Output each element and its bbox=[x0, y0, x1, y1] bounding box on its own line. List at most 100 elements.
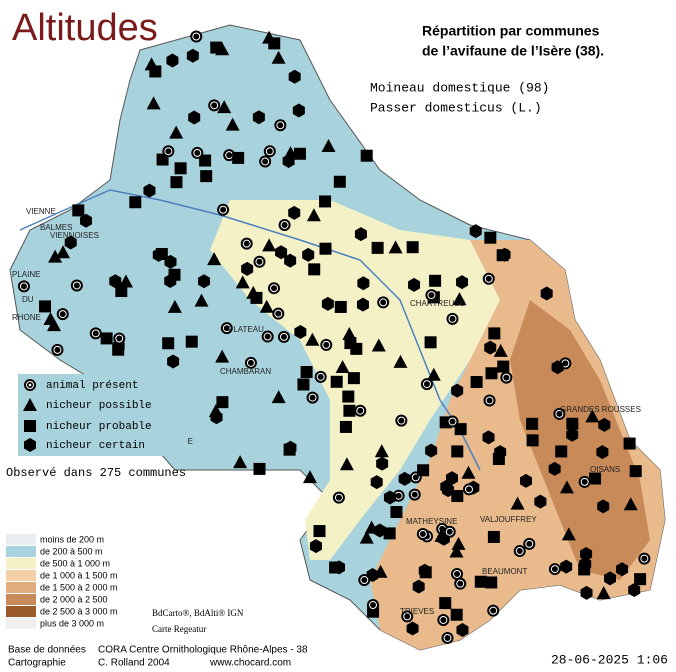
place-label: GRANDES ROUSSES bbox=[560, 405, 641, 414]
marker-possible bbox=[305, 332, 320, 346]
marker-present bbox=[270, 284, 279, 293]
marker-certain bbox=[357, 276, 370, 291]
altitude-swatch bbox=[6, 546, 36, 557]
marker-present bbox=[314, 370, 327, 383]
marker-certain bbox=[294, 324, 307, 339]
marker-present bbox=[308, 393, 317, 402]
marker-probable bbox=[333, 175, 346, 188]
marker-present bbox=[578, 475, 591, 488]
marker-possible bbox=[364, 520, 379, 534]
marker-present bbox=[208, 99, 221, 112]
marker-probable bbox=[216, 396, 229, 409]
marker-present bbox=[401, 610, 414, 623]
legend-label: animal présent bbox=[46, 380, 138, 392]
altitude-label: de 1 000 à 1 500 m bbox=[40, 570, 118, 580]
marker-certain bbox=[143, 183, 156, 198]
marker-present bbox=[263, 145, 276, 158]
marker-possible bbox=[235, 275, 250, 289]
marker-present bbox=[437, 613, 450, 626]
marker-certain bbox=[551, 360, 564, 375]
marker-probable bbox=[429, 274, 442, 287]
altitude-label: de 1 500 à 2 000 m bbox=[40, 582, 118, 592]
marker-present bbox=[484, 274, 493, 283]
marker-possible bbox=[388, 240, 403, 254]
marker-legend: animal présent nicheur possible nicheur … bbox=[18, 374, 188, 456]
marker-present bbox=[164, 147, 173, 156]
marker-present bbox=[279, 332, 288, 341]
marker-possible bbox=[215, 349, 230, 363]
marker-present bbox=[91, 329, 100, 338]
marker-certain bbox=[540, 286, 553, 301]
marker-probable bbox=[578, 563, 591, 576]
observation-markers bbox=[17, 30, 651, 644]
credit-label: Cartographie bbox=[8, 658, 66, 669]
marker-present bbox=[306, 391, 319, 404]
marker-present bbox=[259, 155, 272, 168]
marker-present bbox=[408, 488, 421, 501]
legend-label: nicheur probable bbox=[46, 421, 152, 433]
marker-present bbox=[316, 372, 325, 381]
marker-present bbox=[191, 146, 204, 159]
marker-probable bbox=[232, 151, 245, 164]
marker-possible bbox=[335, 360, 350, 374]
marker-present bbox=[360, 576, 369, 585]
legend-label: nicheur possible bbox=[46, 400, 152, 412]
marker-present bbox=[255, 257, 264, 266]
marker-present bbox=[443, 633, 452, 642]
marker-present bbox=[464, 485, 473, 494]
marker-possible bbox=[225, 117, 240, 131]
marker-present bbox=[53, 345, 62, 354]
marker-present bbox=[377, 296, 390, 309]
marker-probable bbox=[162, 337, 175, 350]
marker-present bbox=[89, 327, 102, 340]
marker-present bbox=[277, 330, 290, 343]
marker-present bbox=[193, 148, 202, 157]
marker-probable bbox=[634, 573, 647, 586]
marker-probable bbox=[439, 597, 452, 610]
marker-certain bbox=[560, 559, 573, 574]
marker-present bbox=[358, 574, 371, 587]
marker-possible bbox=[371, 338, 386, 352]
marker-certain bbox=[442, 483, 455, 498]
marker-possible bbox=[339, 457, 354, 471]
marker-present bbox=[356, 406, 365, 415]
legend-bg bbox=[18, 374, 188, 456]
marker-certain bbox=[398, 471, 411, 486]
marker-possible bbox=[451, 536, 466, 550]
marker-possible bbox=[271, 50, 286, 64]
marker-present bbox=[272, 307, 285, 320]
marker-probable bbox=[451, 445, 464, 458]
marker-probable bbox=[451, 490, 464, 503]
altitude-swatch bbox=[6, 582, 36, 593]
marker-present bbox=[240, 237, 253, 250]
marker-present bbox=[368, 601, 377, 610]
marker-probable bbox=[488, 327, 501, 340]
marker-probable bbox=[319, 195, 332, 208]
maker: Carte Regeatur bbox=[152, 624, 206, 634]
marker-probable bbox=[383, 527, 396, 540]
marker-certain bbox=[275, 245, 288, 260]
marker-present bbox=[219, 205, 228, 214]
marker-present bbox=[446, 312, 459, 325]
timestamp: 28-06-2025 1:06 bbox=[551, 652, 668, 667]
marker-possible bbox=[342, 327, 357, 341]
marker-probable bbox=[371, 241, 384, 254]
marker-probable bbox=[424, 336, 437, 349]
marker-certain bbox=[167, 354, 180, 369]
altitude-swatch bbox=[6, 558, 36, 569]
marker-certain bbox=[321, 296, 334, 311]
marker-certain bbox=[534, 494, 547, 509]
marker-certain bbox=[64, 235, 77, 250]
altitude-label: plus de 3 000 m bbox=[40, 618, 104, 628]
place-label: PLATEAU bbox=[228, 325, 264, 334]
marker-present bbox=[418, 529, 427, 538]
altitude-label: de 200 à 500 m bbox=[40, 546, 103, 556]
marker-present bbox=[220, 322, 233, 335]
marker-certain bbox=[198, 274, 211, 289]
marker-possible bbox=[449, 544, 464, 558]
marker-certain bbox=[241, 261, 254, 276]
marker-present bbox=[525, 539, 534, 548]
marker-probable bbox=[629, 465, 642, 478]
marker-possible bbox=[393, 354, 408, 368]
marker-probable bbox=[406, 241, 419, 254]
